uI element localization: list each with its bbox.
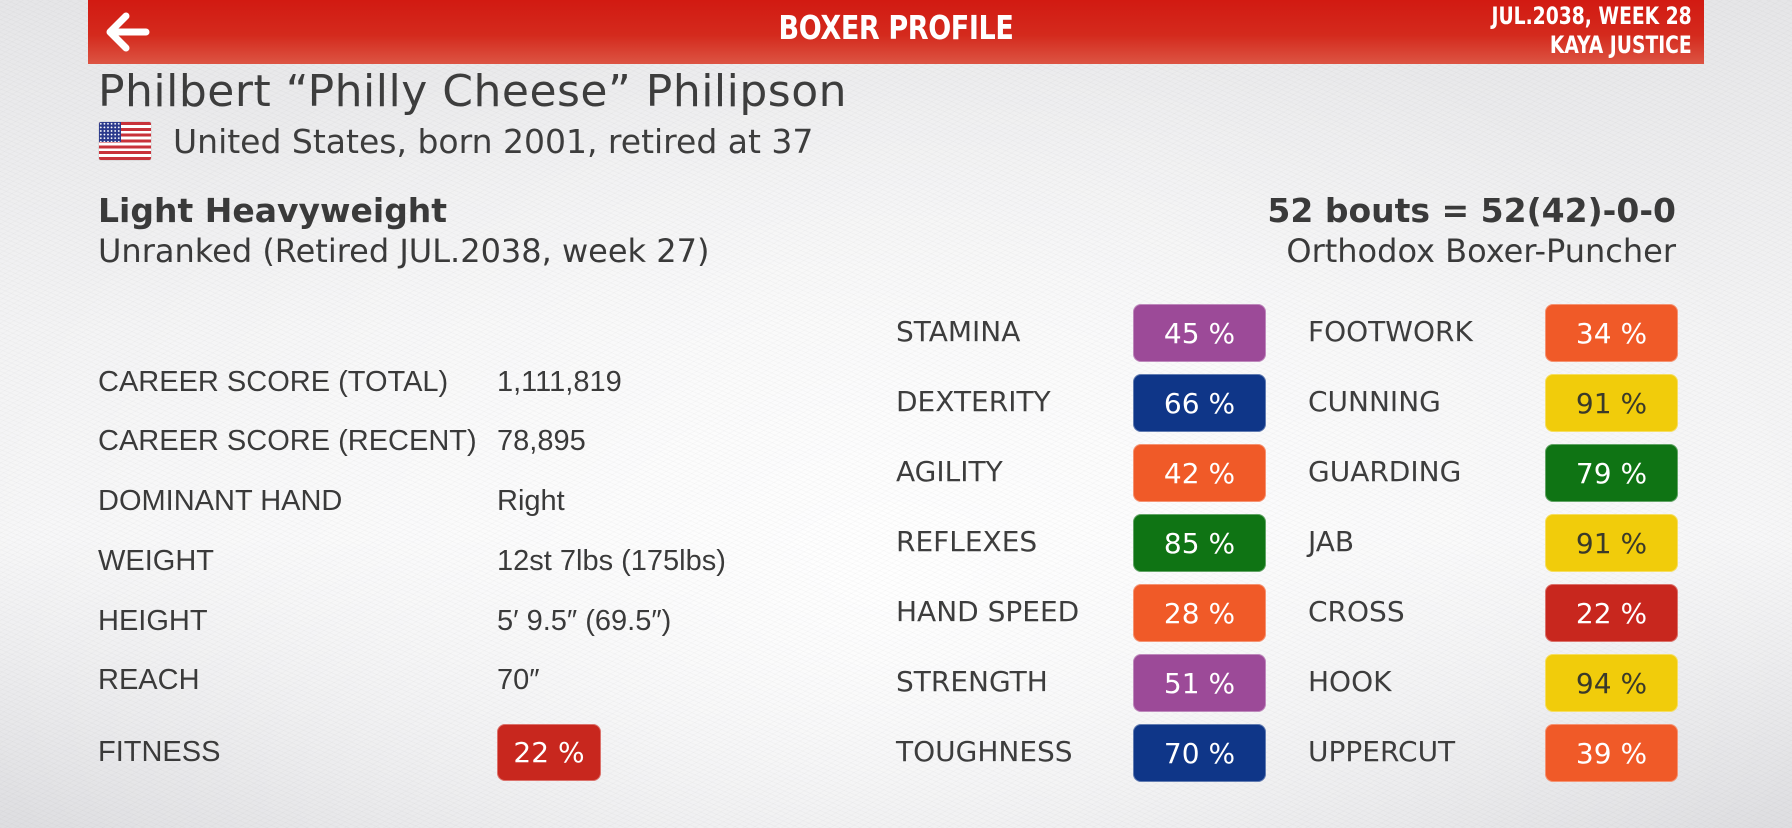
header-bar: BOXER PROFILE JUL.2038, WEEK 28 KAYA JUS…	[88, 0, 1704, 64]
stat-cunning: CUNNING 91 %	[1308, 374, 1678, 432]
back-button[interactable]	[102, 8, 152, 56]
stat-label: GUARDING	[1308, 455, 1462, 488]
info-row-dominant-hand: DOMINANT HAND Right	[98, 485, 798, 525]
stat-label: STAMINA	[896, 315, 1021, 348]
weight-division: Light Heavyweight	[98, 191, 448, 230]
page-title: BOXER PROFILE	[778, 8, 1014, 47]
stat-label: JAB	[1308, 525, 1355, 558]
stat-stamina: STAMINA 45 %	[896, 304, 1266, 362]
stat-footwork: FOOTWORK 34 %	[1308, 304, 1678, 362]
header-meta: JUL.2038, WEEK 28 KAYA JUSTICE	[1492, 2, 1692, 60]
stat-badge: 85 %	[1133, 514, 1266, 572]
fighting-style: Orthodox Boxer-Puncher	[1286, 232, 1676, 270]
info-row-weight: WEIGHT 12st 7lbs (175lbs)	[98, 545, 798, 585]
stat-cross: CROSS 22 %	[1308, 584, 1678, 642]
info-row-reach: REACH 70″	[98, 664, 798, 704]
info-value: 1,111,819	[497, 366, 622, 398]
info-row-height: HEIGHT 5′ 9.5″ (69.5″)	[98, 605, 798, 645]
stat-badge: 45 %	[1133, 304, 1266, 362]
stat-badge: 42 %	[1133, 444, 1266, 502]
stat-badge: 79 %	[1545, 444, 1678, 502]
stat-label: STRENGTH	[896, 665, 1048, 698]
boxer-name: Philbert “Philly Cheese” Philipson	[98, 66, 848, 117]
info-label: HEIGHT	[98, 605, 208, 637]
info-value: 5′ 9.5″ (69.5″)	[497, 605, 672, 637]
stat-strength: STRENGTH 51 %	[896, 654, 1266, 712]
info-value: 12st 7lbs (175lbs)	[497, 545, 726, 577]
info-label: REACH	[98, 664, 200, 696]
stat-label: AGILITY	[896, 455, 1003, 488]
stat-badge: 91 %	[1545, 514, 1678, 572]
info-row-career-recent: CAREER SCORE (RECENT) 78,895	[98, 425, 798, 465]
stat-label: REFLEXES	[896, 525, 1038, 558]
stat-agility: AGILITY 42 %	[896, 444, 1266, 502]
us-flag-icon	[99, 122, 151, 160]
info-label: CAREER SCORE (TOTAL)	[98, 366, 449, 398]
stat-uppercut: UPPERCUT 39 %	[1308, 724, 1678, 782]
info-value: 70″	[497, 664, 540, 696]
info-label: DOMINANT HAND	[98, 485, 343, 517]
stat-label: DEXTERITY	[896, 385, 1051, 418]
info-row-fitness: FITNESS	[98, 736, 798, 776]
fitness-badge: 22 %	[497, 724, 601, 781]
boxer-origin: United States, born 2001, retired at 37	[173, 122, 814, 161]
stat-label: TOUGHNESS	[896, 735, 1073, 768]
info-label: CAREER SCORE (RECENT)	[98, 425, 477, 457]
stat-badge: 22 %	[1545, 584, 1678, 642]
stat-reflexes: REFLEXES 85 %	[896, 514, 1266, 572]
stat-badge: 34 %	[1545, 304, 1678, 362]
manager-name: KAYA JUSTICE	[1550, 31, 1692, 59]
game-date: JUL.2038, WEEK 28	[1491, 2, 1692, 30]
stat-hand-speed: HAND SPEED 28 %	[896, 584, 1266, 642]
stat-dexterity: DEXTERITY 66 %	[896, 374, 1266, 432]
info-value: Right	[497, 485, 565, 517]
stat-label: CUNNING	[1308, 385, 1441, 418]
info-label: FITNESS	[98, 736, 221, 768]
stat-badge: 94 %	[1545, 654, 1678, 712]
stat-badge: 66 %	[1133, 374, 1266, 432]
stat-label: HOOK	[1308, 665, 1392, 698]
stat-label: FOOTWORK	[1308, 315, 1473, 348]
stat-label: HAND SPEED	[896, 595, 1080, 628]
info-value: 78,895	[497, 425, 586, 457]
stat-badge: 91 %	[1545, 374, 1678, 432]
info-row-career-total: CAREER SCORE (TOTAL) 1,111,819	[98, 366, 798, 406]
stat-badge: 70 %	[1133, 724, 1266, 782]
ranking-status: Unranked (Retired JUL.2038, week 27)	[98, 232, 710, 270]
stat-hook: HOOK 94 %	[1308, 654, 1678, 712]
stat-label: UPPERCUT	[1308, 735, 1456, 768]
stat-jab: JAB 91 %	[1308, 514, 1678, 572]
stat-label: CROSS	[1308, 595, 1405, 628]
stat-toughness: TOUGHNESS 70 %	[896, 724, 1266, 782]
info-label: WEIGHT	[98, 545, 214, 577]
stat-guarding: GUARDING 79 %	[1308, 444, 1678, 502]
flag-canton	[99, 122, 121, 142]
arrow-left-icon	[106, 12, 150, 52]
stat-badge: 39 %	[1545, 724, 1678, 782]
bout-record: 52 bouts = 52(42)-0-0	[1267, 191, 1676, 230]
stat-badge: 51 %	[1133, 654, 1266, 712]
stat-badge: 28 %	[1133, 584, 1266, 642]
